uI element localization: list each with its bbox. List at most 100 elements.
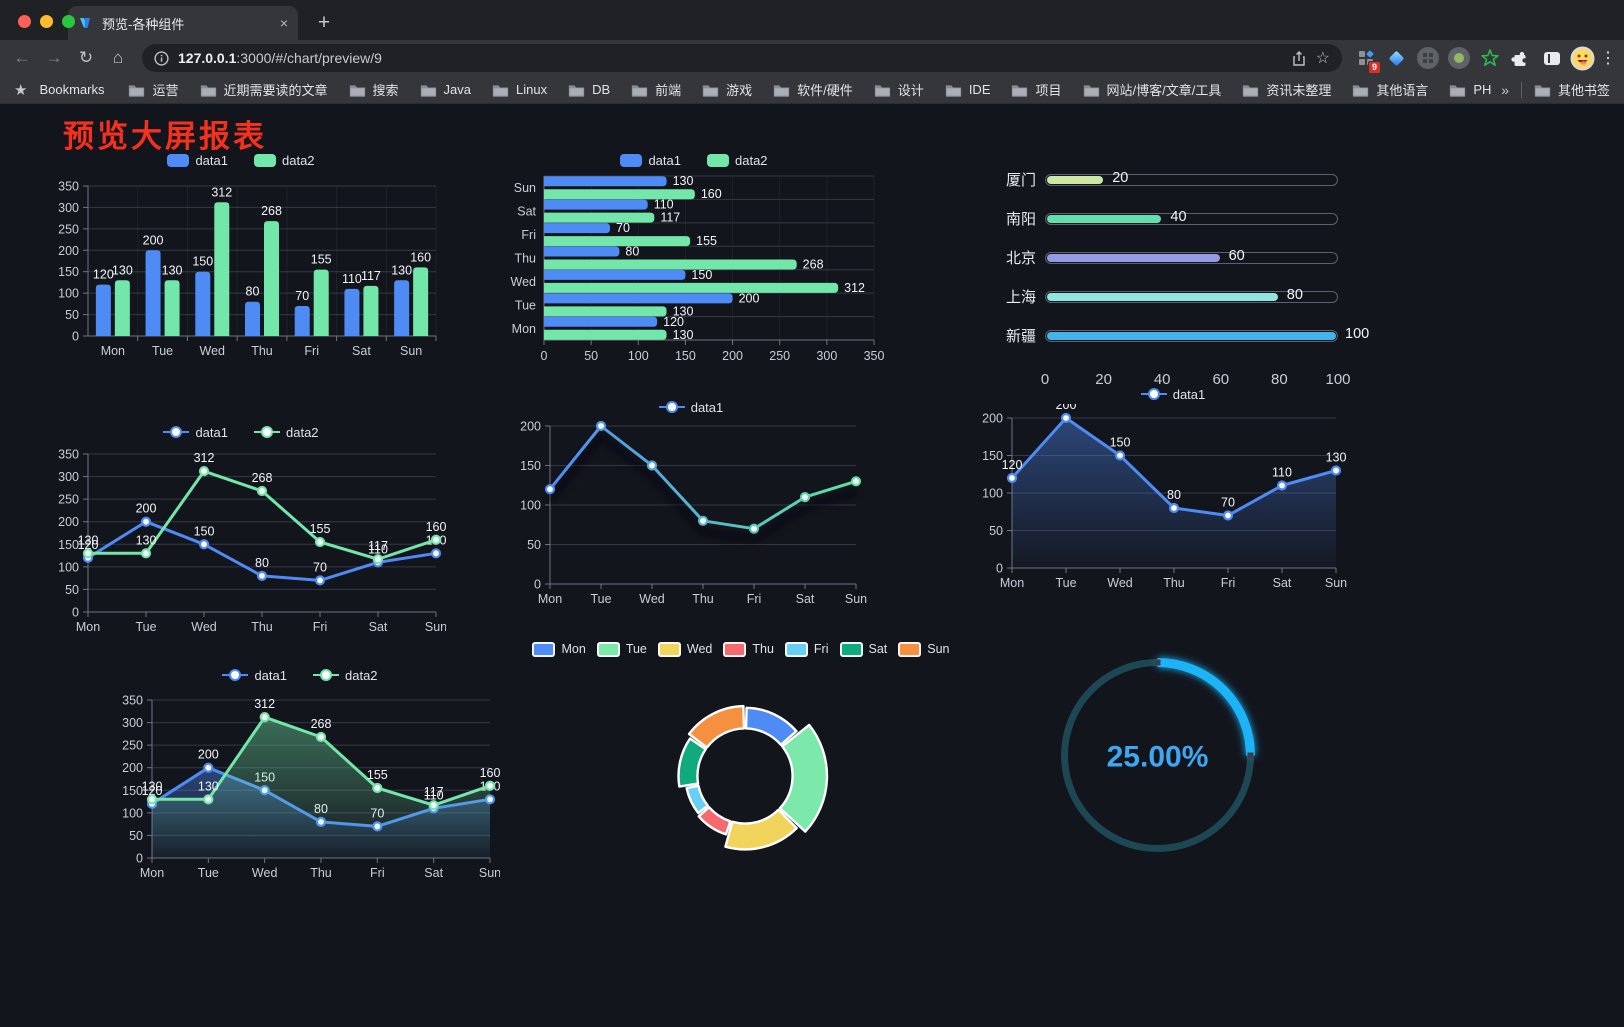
- legend-item-data2[interactable]: data2: [707, 153, 768, 168]
- progress-track: 80: [1045, 287, 1338, 303]
- svg-text:150: 150: [675, 349, 696, 363]
- bookmark-folder[interactable]: 近期需要读的文章: [200, 80, 328, 99]
- legend-label: data2: [286, 424, 319, 440]
- svg-text:130: 130: [162, 263, 183, 277]
- window-zoom-button[interactable]: [62, 15, 75, 28]
- legend-item-Tue[interactable]: Tue: [596, 641, 647, 657]
- extension-grid-icon[interactable]: 9: [1352, 45, 1381, 74]
- bookmark-folder[interactable]: 游戏: [702, 80, 752, 99]
- chart-two-area-line: data1 data2 0 50 100 150 200 250 300 350 Mon Tue Wed…: [100, 662, 500, 890]
- svg-text:350: 350: [122, 694, 143, 708]
- url-text[interactable]: 127.0.0.1:3000/#/chart/preview/9: [178, 50, 382, 66]
- svg-text:130: 130: [198, 779, 219, 793]
- bookmark-folder[interactable]: 项目: [1011, 80, 1062, 99]
- legend-item-Wed[interactable]: Wed: [657, 641, 712, 657]
- forward-icon[interactable]: →: [45, 48, 63, 67]
- bookmark-folder[interactable]: 资讯未整理: [1242, 80, 1331, 99]
- side-panel-icon[interactable]: [1538, 45, 1565, 72]
- share-icon[interactable]: [1291, 50, 1307, 67]
- bookmark-folder[interactable]: Linux: [492, 82, 547, 97]
- extension-circle-icon[interactable]: [1414, 45, 1441, 72]
- folder-icon: [1242, 83, 1259, 97]
- legend-item-data2[interactable]: data2: [254, 153, 315, 168]
- svg-text:Thu: Thu: [692, 592, 714, 606]
- svg-text:70: 70: [1221, 496, 1235, 510]
- address-bar[interactable]: 127.0.0.1:3000/#/chart/preview/9 ☆: [142, 44, 1342, 72]
- bookmark-folder-label: 设计: [897, 83, 924, 98]
- bookmarks-overflow-chevron[interactable]: »: [1501, 81, 1509, 98]
- extensions-puzzle-icon[interactable]: [1507, 45, 1534, 72]
- svg-text:155: 155: [367, 768, 388, 782]
- reload-icon[interactable]: ↻: [78, 48, 94, 67]
- svg-text:Mon: Mon: [512, 322, 536, 336]
- bookmarks-star-icon[interactable]: ★: [14, 81, 28, 99]
- extension-green-star-icon[interactable]: [1476, 45, 1503, 72]
- window-controls: [18, 15, 75, 28]
- svg-text:130: 130: [78, 533, 99, 547]
- bookmark-folder[interactable]: 其他语言: [1352, 80, 1428, 99]
- legend-item-data1[interactable]: data1: [167, 153, 228, 168]
- svg-text:350: 350: [58, 180, 79, 194]
- window-minimize-button[interactable]: [40, 15, 53, 28]
- svg-text:0: 0: [996, 562, 1003, 576]
- legend-item-data1[interactable]: data1: [222, 668, 287, 683]
- legend-line-marker: [313, 669, 339, 681]
- legend-item-data2[interactable]: data2: [254, 425, 319, 440]
- progress-value: 80: [1286, 286, 1303, 303]
- bookmark-folder[interactable]: DB: [568, 82, 610, 97]
- bookmarks-label[interactable]: Bookmarks: [39, 82, 105, 97]
- svg-text:Wed: Wed: [200, 344, 226, 358]
- home-icon[interactable]: ⌂: [112, 48, 124, 67]
- bookmarks-separator: [1520, 81, 1522, 98]
- browser-menu-icon[interactable]: ⋮: [1600, 50, 1616, 67]
- extension-record-icon[interactable]: [1445, 45, 1472, 72]
- window-close-button[interactable]: [18, 15, 31, 28]
- svg-text:200: 200: [1056, 404, 1077, 412]
- bookmark-star-icon[interactable]: ☆: [1315, 50, 1330, 67]
- legend-item-Fri[interactable]: Fri: [784, 641, 829, 657]
- tab-close-icon[interactable]: ×: [279, 15, 288, 31]
- svg-text:130: 130: [391, 263, 412, 277]
- chart-gauge-progress: 25.00%: [1040, 638, 1275, 873]
- bookmark-folder[interactable]: 设计: [874, 80, 924, 99]
- other-bookmarks-folder[interactable]: 其他书签: [1534, 80, 1610, 99]
- new-tab-button[interactable]: +: [317, 11, 331, 34]
- legend-item-data1[interactable]: data1: [658, 400, 723, 415]
- legend-item-data2[interactable]: data2: [313, 668, 378, 683]
- bookmark-folder[interactable]: Java: [420, 82, 471, 97]
- svg-text:312: 312: [194, 451, 215, 465]
- profile-avatar[interactable]: [1569, 45, 1596, 72]
- legend-item-Sat[interactable]: Sat: [839, 641, 887, 657]
- bookmark-folder[interactable]: 软件/硬件: [773, 80, 853, 99]
- svg-text:80: 80: [625, 245, 639, 259]
- folder-icon: [1534, 83, 1551, 97]
- svg-text:312: 312: [844, 281, 865, 295]
- legend-item-Sun[interactable]: Sun: [898, 641, 950, 657]
- bookmark-folder[interactable]: 前端: [631, 80, 681, 99]
- legend-item-Mon[interactable]: Mon: [532, 641, 586, 657]
- legend-item-Thu[interactable]: Thu: [723, 641, 774, 657]
- legend-item-data1[interactable]: data1: [163, 425, 228, 440]
- folder-icon: [349, 83, 366, 97]
- legend-item-data1[interactable]: data1: [620, 153, 681, 168]
- svg-text:Mon: Mon: [538, 592, 562, 606]
- legend-label: data1: [1172, 386, 1206, 402]
- bookmark-folder[interactable]: 网站/博客/文章/工具: [1083, 80, 1221, 99]
- svg-text:155: 155: [696, 234, 717, 248]
- browser-tab[interactable]: 预览-各种组件 ×: [68, 6, 298, 40]
- svg-text:Sat: Sat: [352, 344, 371, 358]
- progress-value: 100: [1345, 325, 1370, 342]
- extension-gem-icon[interactable]: [1383, 45, 1410, 72]
- site-info-icon[interactable]: [154, 50, 169, 66]
- bookmark-folder[interactable]: 搜索: [349, 80, 399, 99]
- back-icon[interactable]: ←: [13, 48, 31, 67]
- legend-item-data1[interactable]: data1: [1140, 386, 1206, 402]
- svg-text:Tue: Tue: [515, 298, 536, 312]
- svg-text:Tue: Tue: [152, 344, 173, 358]
- svg-text:120: 120: [78, 538, 99, 552]
- legend-label: Thu: [752, 642, 774, 656]
- bookmark-folder[interactable]: PHP: [1449, 82, 1491, 97]
- bookmark-folder[interactable]: IDE: [945, 82, 990, 97]
- svg-text:160: 160: [426, 520, 446, 534]
- bookmark-folder[interactable]: 运营: [128, 80, 179, 99]
